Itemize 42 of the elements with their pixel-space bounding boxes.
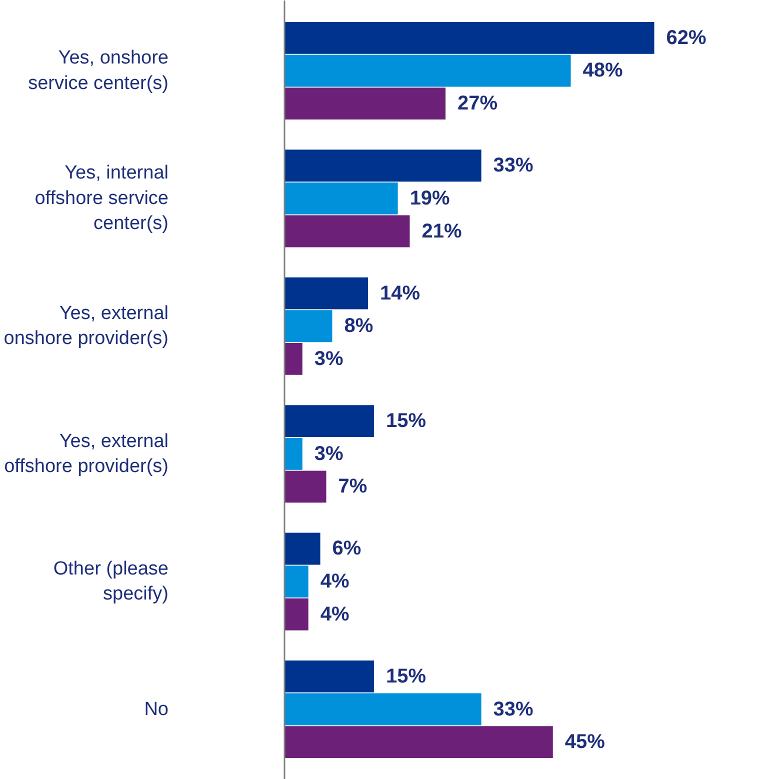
bar xyxy=(284,566,308,598)
data-label: 4% xyxy=(320,570,350,593)
bar xyxy=(284,182,398,214)
bar xyxy=(284,88,446,120)
data-label: 33% xyxy=(493,154,534,177)
data-label: 7% xyxy=(338,476,368,498)
bar xyxy=(284,598,308,630)
data-label: 48% xyxy=(582,60,624,82)
bar xyxy=(284,277,368,310)
y-tick-label: Other (please specify) xyxy=(53,558,169,605)
bar xyxy=(284,438,302,470)
data-label: 14% xyxy=(380,282,420,304)
bar xyxy=(284,215,410,248)
data-label: 62% xyxy=(666,26,707,49)
bar xyxy=(284,470,326,503)
data-label: 3% xyxy=(314,442,344,465)
data-label: 15% xyxy=(386,410,426,432)
bar xyxy=(284,310,332,342)
y-tick-label: Yes, external onshore provider(s) xyxy=(4,303,169,350)
bar xyxy=(284,726,553,758)
bar xyxy=(284,22,654,54)
data-label: 33% xyxy=(493,698,534,720)
data-label: 45% xyxy=(564,731,606,754)
bar xyxy=(284,693,482,726)
y-tick-label: No xyxy=(144,698,169,720)
bar xyxy=(284,660,374,692)
data-label: 3% xyxy=(314,348,344,370)
bar xyxy=(284,54,571,87)
bar xyxy=(284,150,482,182)
y-tick-label: Yes, external offshore provider(s) xyxy=(4,430,169,477)
data-label: 4% xyxy=(320,603,350,626)
data-label: 6% xyxy=(332,538,362,560)
bar xyxy=(284,405,374,437)
bar xyxy=(284,532,320,565)
data-label: 15% xyxy=(386,665,426,688)
y-tick-label: Yes, internal offshore service center(s) xyxy=(34,162,169,234)
y-tick-label: Yes, onshore service center(s) xyxy=(28,48,169,94)
bar xyxy=(284,343,302,375)
data-label: 21% xyxy=(422,220,462,242)
data-label: 8% xyxy=(344,315,374,338)
data-label: 19% xyxy=(410,187,450,210)
data-label: 27% xyxy=(458,92,498,115)
